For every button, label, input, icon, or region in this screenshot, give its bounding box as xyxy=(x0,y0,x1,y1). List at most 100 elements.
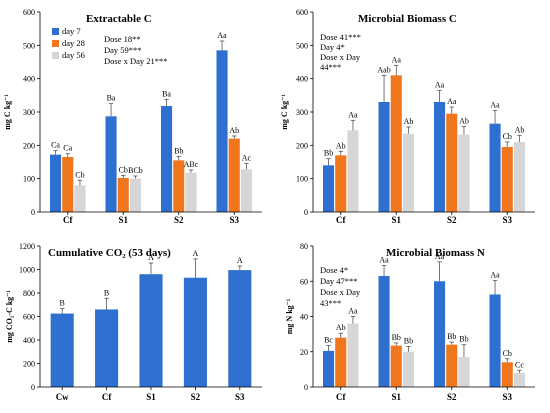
significance-label: A xyxy=(193,249,199,258)
bar xyxy=(513,142,526,212)
bar xyxy=(49,154,62,212)
bar xyxy=(446,113,458,212)
y-tick-label: 0 xyxy=(304,208,308,217)
significance-label: Cb xyxy=(503,349,512,358)
y-tick-label: 100 xyxy=(23,175,35,184)
chart-title: Microbial Biomass N xyxy=(386,247,485,259)
significance-label: Aa xyxy=(447,97,457,106)
category-label: S3 xyxy=(235,392,245,402)
chart-title: Microbial Biomass C xyxy=(358,13,457,25)
bar xyxy=(139,274,163,387)
category-label: Cf xyxy=(63,215,73,225)
y-tick-label: 200 xyxy=(296,141,308,150)
category-label: S2 xyxy=(447,215,457,225)
y-tick-label: 400 xyxy=(23,336,35,345)
bar xyxy=(228,138,240,212)
y-axis-label: mg CO₂-C kg⁻¹ xyxy=(5,290,14,343)
significance-label: Ba xyxy=(162,89,171,98)
y-tick-label: 400 xyxy=(23,75,35,84)
significance-label: Aa xyxy=(490,100,500,109)
significance-label: ABc xyxy=(184,160,199,169)
stats-line: Dose 41*** xyxy=(320,32,361,42)
bar xyxy=(129,178,142,212)
category-label: S3 xyxy=(502,215,512,225)
bar xyxy=(390,75,402,212)
significance-label: Cb xyxy=(503,132,512,141)
significance-label: Cb xyxy=(119,165,128,174)
bar xyxy=(402,133,415,212)
y-tick-label: 60 xyxy=(300,277,308,286)
significance-label: Aab xyxy=(377,65,390,74)
category-label: S3 xyxy=(502,392,512,402)
bar xyxy=(322,350,335,387)
bar xyxy=(433,102,446,212)
y-tick-label: 100 xyxy=(296,175,308,184)
category-label: Cf xyxy=(336,392,346,402)
category-label: S2 xyxy=(191,392,201,402)
stats-line: Day 59*** xyxy=(104,45,142,55)
bar xyxy=(185,172,197,212)
stats-line: Day 47*** xyxy=(320,276,358,286)
significance-label: Cb xyxy=(75,170,84,179)
significance-label: Bb xyxy=(324,149,333,158)
bar xyxy=(501,362,513,387)
significance-label: B xyxy=(104,288,109,297)
category-label: Cw xyxy=(56,392,69,402)
significance-label: Ab xyxy=(336,141,346,150)
significance-label: Bb xyxy=(174,146,183,155)
significance-label: A xyxy=(148,253,154,262)
bar xyxy=(228,270,252,387)
bar xyxy=(513,372,526,387)
legend-swatch xyxy=(52,28,59,35)
significance-label: Aa xyxy=(392,55,402,64)
bar xyxy=(50,313,74,387)
bar xyxy=(160,106,173,212)
significance-label: Bb xyxy=(392,333,401,342)
significance-label: Ab xyxy=(229,126,239,135)
y-tick-label: 20 xyxy=(300,348,308,357)
significance-label: A xyxy=(237,256,243,265)
chart-panel-3: 0 200 400 600 800 1000 1200 B Cw B Cf A S1 A S2 A S3 mg C… xyxy=(5,242,262,402)
bar xyxy=(74,185,86,212)
stats-line: Dose x Day xyxy=(320,52,361,62)
y-tick-label: 200 xyxy=(23,141,35,150)
category-label: S1 xyxy=(118,215,128,225)
bar xyxy=(117,178,129,212)
stats-line: Dose 18** xyxy=(104,34,141,44)
category-label: S3 xyxy=(229,215,239,225)
significance-label: Cc xyxy=(515,360,524,369)
significance-label: Ac xyxy=(242,153,252,162)
legend-label: day 7 xyxy=(62,26,81,36)
significance-label: Ba xyxy=(107,94,116,103)
bar xyxy=(183,277,207,387)
y-tick-label: 1000 xyxy=(19,266,35,275)
significance-label: Ab xyxy=(336,323,346,332)
significance-label: Bb xyxy=(404,336,413,345)
significance-label: Ab xyxy=(404,117,414,126)
bar xyxy=(458,357,470,387)
legend-swatch xyxy=(52,52,59,59)
stats-line: 43*** xyxy=(320,298,341,308)
y-tick-label: 300 xyxy=(23,108,35,117)
bar xyxy=(105,116,117,212)
y-axis-label: mg C kg⁻¹ xyxy=(280,94,289,130)
significance-label: Aa xyxy=(379,255,389,264)
significance-label: Aa xyxy=(348,110,358,119)
significance-label: Aa xyxy=(435,80,445,89)
y-tick-label: 300 xyxy=(296,108,308,117)
bar xyxy=(347,130,359,212)
bar xyxy=(173,160,185,212)
y-tick-label: 0 xyxy=(31,383,35,392)
significance-label: Aa xyxy=(348,307,358,316)
bar xyxy=(335,337,347,387)
bar xyxy=(402,351,415,387)
significance-label: B xyxy=(60,298,65,307)
y-tick-label: 1200 xyxy=(19,242,35,251)
legend-swatch xyxy=(52,40,59,47)
significance-label: Aa xyxy=(217,31,227,40)
category-label: S2 xyxy=(174,215,184,225)
category-label: S2 xyxy=(447,392,457,402)
significance-label: Aa xyxy=(490,270,500,279)
